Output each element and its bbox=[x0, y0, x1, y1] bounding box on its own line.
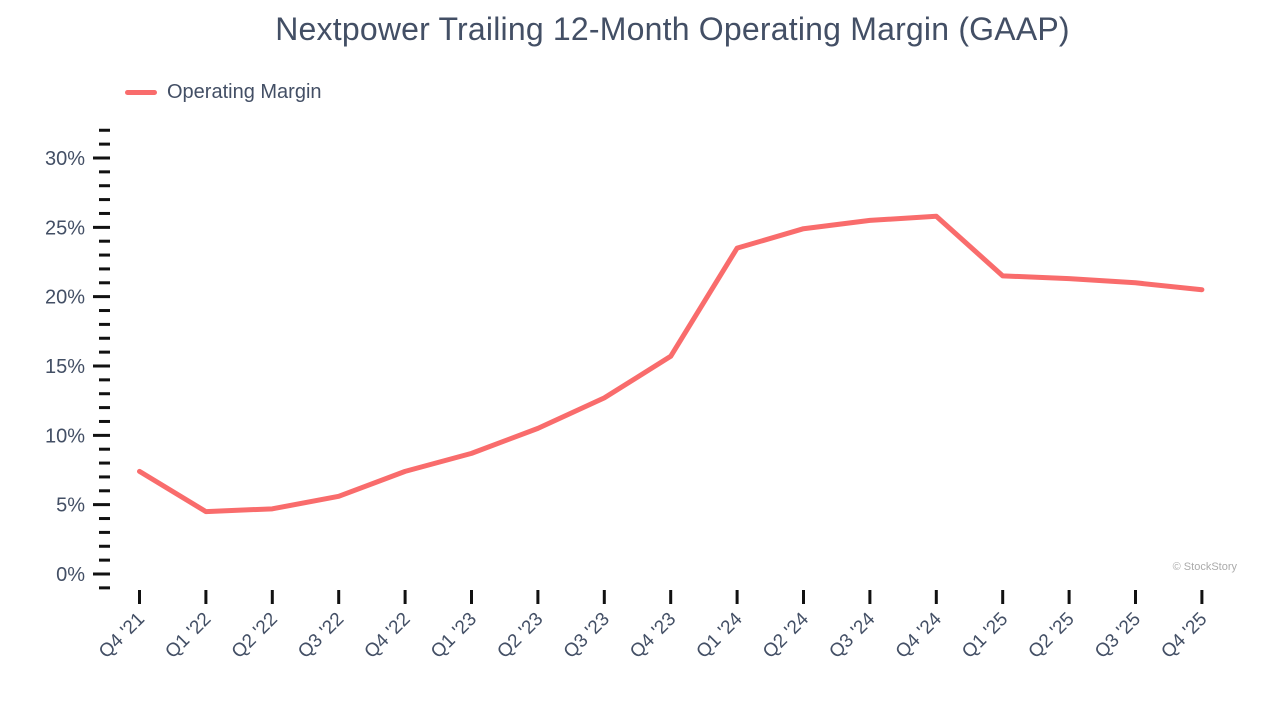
y-axis-tick-label: 10% bbox=[45, 425, 85, 447]
x-axis-tick-label: Q1 '23 bbox=[427, 609, 481, 663]
x-axis-tick-label: Q4 '24 bbox=[892, 608, 946, 662]
y-axis-tick-label: 25% bbox=[45, 217, 85, 239]
y-axis-tick-label: 20% bbox=[45, 287, 85, 309]
x-axis-tick-label: Q3 '25 bbox=[1091, 609, 1145, 663]
y-axis-tick-label: 0% bbox=[56, 564, 85, 586]
series-line-operating-margin bbox=[137, 213, 1205, 515]
watermark: © StockStory bbox=[1172, 561, 1237, 573]
x-axis-tick-label: Q1 '22 bbox=[161, 609, 215, 663]
legend-line-swatch bbox=[125, 89, 157, 95]
x-axis-tick-label: Q4 '25 bbox=[1157, 609, 1211, 663]
x-axis-tick-label: Q2 '22 bbox=[228, 609, 282, 663]
x-axis-tick-label: Q2 '23 bbox=[493, 609, 547, 663]
x-axis-tick-label: Q3 '22 bbox=[294, 609, 348, 663]
x-axis-tick-label: Q1 '24 bbox=[693, 608, 747, 662]
x-axis-tick-label: Q4 '23 bbox=[626, 609, 680, 663]
legend: Operating Margin bbox=[125, 79, 322, 105]
x-axis-tick-label: Q1 '25 bbox=[958, 609, 1012, 663]
y-axis-tick-label: 15% bbox=[45, 356, 85, 378]
x-axis-tick-label: Q4 '21 bbox=[95, 609, 149, 663]
y-axis-tick-label: 5% bbox=[56, 495, 85, 517]
x-axis-tick-label: Q3 '24 bbox=[825, 608, 879, 662]
x-axis-tick-label: Q3 '23 bbox=[560, 609, 614, 663]
x-axis-tick-label: Q4 '22 bbox=[361, 609, 415, 663]
chart-title: Nextpower Trailing 12-Month Operating Ma… bbox=[275, 11, 1070, 47]
y-axis-tick-label: 30% bbox=[45, 148, 85, 170]
x-axis-tick-label: Q2 '25 bbox=[1025, 609, 1079, 663]
legend-label: Operating Margin bbox=[167, 80, 322, 103]
x-axis-tick-label: Q2 '24 bbox=[759, 608, 813, 662]
